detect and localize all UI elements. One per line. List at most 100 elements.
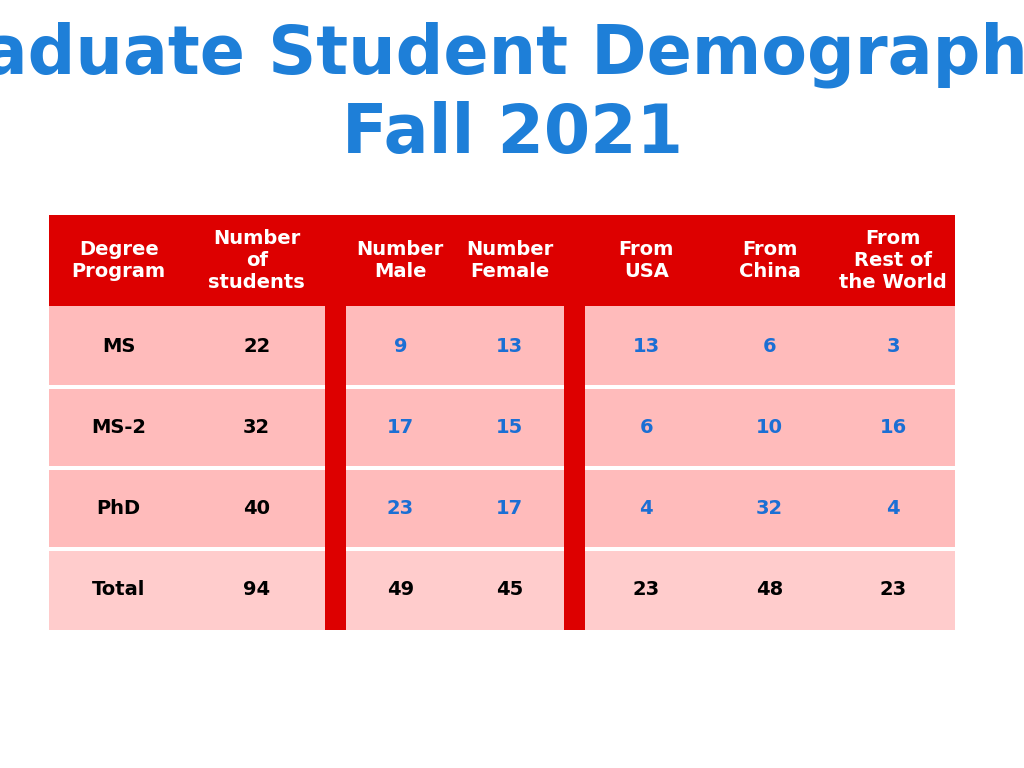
Bar (346, 547, 455, 551)
Bar (831, 215, 955, 306)
Text: Number
Female: Number Female (466, 240, 553, 281)
Bar (49, 466, 188, 471)
Bar (346, 387, 455, 468)
Bar (708, 466, 831, 471)
Bar (708, 215, 831, 306)
Text: Number
Male: Number Male (356, 240, 444, 281)
Bar (188, 306, 326, 387)
Text: 17: 17 (496, 499, 523, 518)
Bar (708, 386, 831, 389)
Bar (585, 468, 708, 549)
Bar (831, 306, 955, 387)
Text: 23: 23 (633, 581, 659, 599)
Bar (188, 386, 326, 389)
Text: 3: 3 (887, 337, 900, 356)
Bar (831, 549, 955, 631)
Text: From
China: From China (738, 240, 801, 281)
Bar (49, 468, 188, 549)
Bar (585, 306, 708, 387)
Bar (49, 306, 188, 387)
Bar (455, 547, 564, 551)
Bar (455, 387, 564, 468)
Bar (326, 215, 346, 306)
Text: MS: MS (102, 337, 135, 356)
Text: 23: 23 (387, 499, 414, 518)
Bar (708, 468, 831, 549)
Bar (188, 215, 326, 306)
Text: PhD: PhD (96, 499, 140, 518)
Bar (346, 468, 455, 549)
Bar (326, 468, 346, 549)
Text: Total: Total (92, 581, 145, 599)
Text: 4: 4 (887, 499, 900, 518)
Text: 45: 45 (496, 581, 523, 599)
Text: Degree
Program: Degree Program (72, 240, 166, 281)
Text: 6: 6 (640, 419, 653, 437)
Bar (831, 468, 955, 549)
Bar (346, 549, 455, 631)
Bar (708, 547, 831, 551)
Bar (346, 215, 455, 306)
Bar (585, 215, 708, 306)
Bar (455, 549, 564, 631)
Bar (346, 306, 455, 387)
Bar (564, 468, 585, 549)
Text: 16: 16 (880, 419, 907, 437)
Bar (49, 387, 188, 468)
Bar (564, 549, 585, 631)
Bar (585, 466, 708, 471)
Text: 13: 13 (496, 337, 523, 356)
Text: 22: 22 (243, 337, 270, 356)
Bar (326, 387, 346, 468)
Bar (585, 547, 708, 551)
Bar (188, 549, 326, 631)
Text: 23: 23 (880, 581, 907, 599)
Bar (831, 466, 955, 471)
Bar (326, 306, 346, 387)
Bar (585, 387, 708, 468)
Text: From
USA: From USA (618, 240, 674, 281)
Text: 48: 48 (756, 581, 783, 599)
Bar (455, 468, 564, 549)
Bar (564, 306, 585, 387)
Text: 4: 4 (640, 499, 653, 518)
Text: 49: 49 (387, 581, 414, 599)
Bar (49, 215, 188, 306)
Bar (564, 215, 585, 306)
Bar (564, 387, 585, 468)
Text: 6: 6 (763, 337, 776, 356)
Bar (708, 306, 831, 387)
Text: 94: 94 (243, 581, 270, 599)
Bar (831, 387, 955, 468)
Bar (455, 215, 564, 306)
Text: 9: 9 (393, 337, 408, 356)
Bar (188, 547, 326, 551)
Bar (188, 387, 326, 468)
Text: Graduate Student Demographics
Fall 2021: Graduate Student Demographics Fall 2021 (0, 22, 1024, 167)
Bar (49, 386, 188, 389)
Bar (326, 549, 346, 631)
Bar (455, 306, 564, 387)
Bar (188, 468, 326, 549)
Text: 17: 17 (387, 419, 414, 437)
Text: 32: 32 (243, 419, 270, 437)
Text: 15: 15 (496, 419, 523, 437)
Text: 13: 13 (633, 337, 659, 356)
Text: 10: 10 (756, 419, 783, 437)
Bar (346, 466, 455, 471)
Bar (708, 387, 831, 468)
Bar (455, 466, 564, 471)
Text: Number
of
students: Number of students (208, 229, 305, 293)
Bar (49, 549, 188, 631)
Bar (49, 547, 188, 551)
Bar (455, 386, 564, 389)
Bar (831, 386, 955, 389)
Text: MS-2: MS-2 (91, 419, 146, 437)
Bar (188, 466, 326, 471)
Text: From
Rest of
the World: From Rest of the World (840, 229, 947, 293)
Text: 32: 32 (756, 499, 783, 518)
Bar (585, 549, 708, 631)
Bar (708, 549, 831, 631)
Bar (831, 547, 955, 551)
Text: 40: 40 (244, 499, 270, 518)
